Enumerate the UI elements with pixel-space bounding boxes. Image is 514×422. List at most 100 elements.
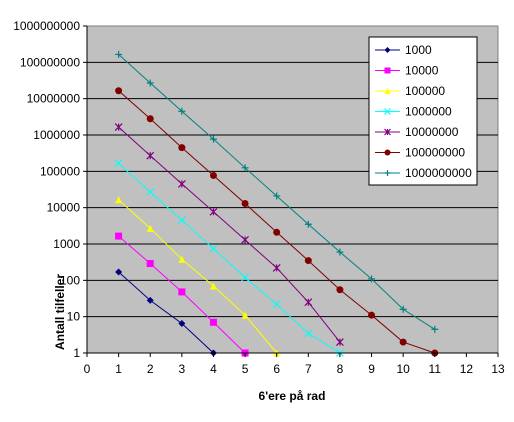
x-tick-label: 12 [460, 362, 474, 376]
y-tick-label: 10000 [47, 201, 81, 215]
data-point [368, 311, 376, 319]
y-tick-label: 10000000 [27, 92, 81, 106]
data-point [178, 144, 186, 152]
data-point [241, 273, 250, 282]
y-tick-label: 1000 [53, 237, 80, 251]
data-point [272, 300, 281, 309]
data-point [115, 50, 123, 58]
data-point [146, 260, 154, 268]
legend-item: 10000000 [375, 125, 459, 139]
data-point [114, 123, 123, 132]
data-point [241, 311, 249, 319]
data-point [368, 275, 376, 283]
data-point [241, 235, 250, 244]
data-point [178, 255, 186, 263]
data-point [304, 329, 313, 338]
data-point [241, 200, 249, 208]
legend-label: 100000 [405, 84, 445, 98]
legend-items: 1000 10000 100000 1000000 10000000 100000000 1… [375, 43, 472, 180]
data-point [336, 286, 344, 294]
data-point [146, 296, 154, 304]
x-tick-label: 4 [210, 362, 217, 376]
data-point [304, 220, 312, 228]
series-100000000 [115, 87, 439, 357]
y-tick-label: 100 [60, 273, 80, 287]
data-point [209, 171, 217, 179]
legend-item: 100000000 [375, 146, 465, 160]
data-point [146, 79, 154, 87]
y-tick-label: 10 [67, 310, 81, 324]
data-point [304, 298, 313, 307]
x-tick-label: 8 [337, 362, 344, 376]
series-line [118, 126, 341, 343]
x-tick-label: 5 [242, 362, 249, 376]
series-1000000 [114, 159, 344, 357]
y-tick-label: 100000000 [20, 55, 80, 69]
legend-item: 1000000000 [375, 166, 472, 180]
legend-label: 1000 [405, 43, 432, 57]
data-point [209, 135, 217, 143]
x-tick-label: 0 [84, 362, 91, 376]
y-tick-label: 1 [73, 346, 80, 360]
data-point [178, 288, 186, 296]
y-axis-title: Antall tilfeller [53, 274, 67, 350]
data-point [146, 224, 154, 232]
data-point [384, 88, 391, 94]
legend-label: 1000000000 [405, 166, 472, 180]
series-line [118, 271, 214, 354]
data-point [384, 67, 391, 74]
data-point [209, 318, 217, 326]
data-point [304, 257, 312, 265]
data-point [431, 325, 439, 333]
data-point [177, 216, 186, 225]
data-point [273, 192, 281, 200]
data-point [384, 149, 391, 156]
data-point [115, 232, 123, 240]
data-point [399, 338, 407, 346]
data-point [115, 268, 123, 276]
data-point [209, 244, 218, 253]
x-tick-label: 1 [115, 362, 122, 376]
data-point [273, 228, 281, 236]
x-tick-label: 3 [179, 362, 186, 376]
legend-label: 10000000 [405, 125, 459, 139]
x-axis-title: 6'ere på rad [259, 389, 326, 403]
data-point [114, 159, 123, 168]
data-point [209, 282, 217, 290]
x-tick-label: 7 [305, 362, 312, 376]
legend-item: 1000 [375, 43, 432, 57]
data-point [384, 47, 391, 53]
legend-item: 100000 [375, 84, 445, 98]
x-axis-ticks: 0 1 2 3 4 5 6 7 8 9 10 11 12 13 [84, 353, 505, 376]
legend-label: 1000000 [405, 105, 452, 119]
legend: 1000 10000 100000 1000000 10000000 100000000 1… [368, 36, 478, 186]
data-point [177, 180, 186, 188]
data-point [399, 305, 407, 313]
data-point [336, 248, 344, 256]
y-tick-label: 1000000 [33, 128, 80, 142]
data-point [178, 107, 186, 115]
y-axis-ticks: 1101001000100001000001000000100000001000… [13, 19, 498, 360]
x-tick-label: 2 [147, 362, 154, 376]
data-point [209, 207, 218, 216]
data-point [384, 170, 391, 176]
legend-label: 100000000 [405, 146, 465, 160]
data-point [178, 319, 186, 327]
legend-label: 10000 [405, 64, 439, 78]
series-line [118, 199, 278, 354]
data-point [241, 164, 249, 172]
x-tick-label: 6 [273, 362, 280, 376]
data-point [115, 196, 123, 204]
series-layer [114, 50, 439, 357]
legend-item: 1000000 [375, 105, 452, 119]
data-point [272, 263, 281, 272]
data-point [146, 115, 154, 123]
series-10000000 [114, 123, 344, 346]
series-line [118, 163, 341, 354]
x-tick-label: 13 [491, 362, 505, 376]
x-tick-label: 10 [396, 362, 410, 376]
data-point [384, 128, 391, 136]
data-point [146, 151, 155, 160]
y-tick-label: 1000000000 [13, 19, 80, 33]
